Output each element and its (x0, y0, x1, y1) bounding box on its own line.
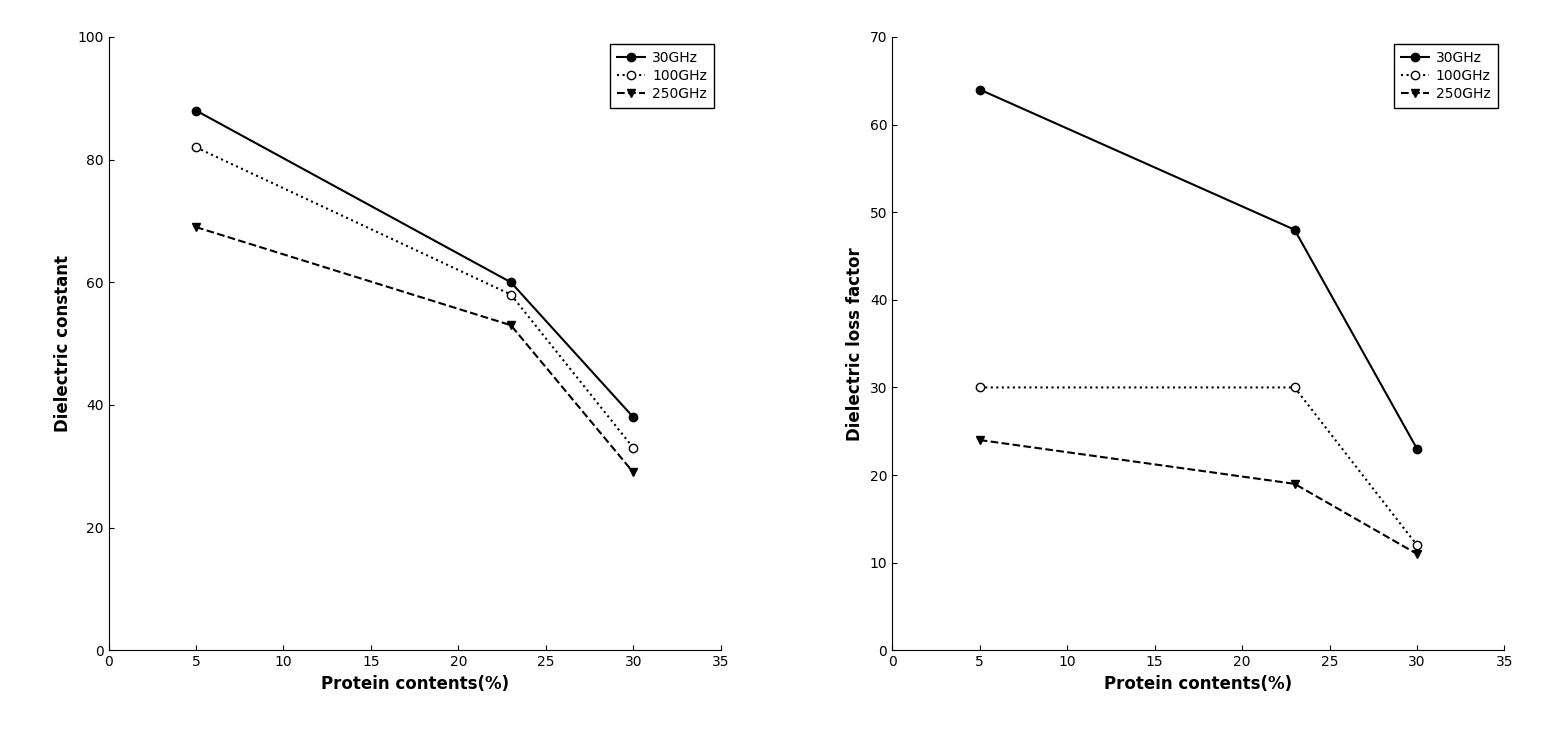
250GHz (624, 468, 642, 477)
100GHz (1408, 541, 1427, 550)
X-axis label: Protein contents(%): Protein contents(%) (321, 675, 509, 692)
Y-axis label: Dielectric loss factor: Dielectric loss factor (847, 247, 864, 440)
250GHz (1286, 480, 1304, 488)
Line: 250GHz: 250GHz (192, 223, 637, 477)
100GHz (1286, 383, 1304, 392)
100GHz (186, 143, 205, 151)
Line: 30GHz: 30GHz (976, 86, 1421, 453)
30GHz (1408, 444, 1427, 453)
250GHz (1408, 550, 1427, 559)
Line: 100GHz: 100GHz (976, 384, 1421, 549)
Line: 100GHz: 100GHz (192, 143, 637, 452)
30GHz (501, 278, 520, 287)
Legend: 30GHz, 100GHz, 250GHz: 30GHz, 100GHz, 250GHz (611, 44, 713, 108)
Legend: 30GHz, 100GHz, 250GHz: 30GHz, 100GHz, 250GHz (1394, 44, 1498, 108)
X-axis label: Protein contents(%): Protein contents(%) (1104, 675, 1292, 692)
100GHz (501, 290, 520, 299)
Y-axis label: Dielectric constant: Dielectric constant (54, 255, 71, 432)
30GHz (624, 413, 642, 422)
100GHz (624, 443, 642, 452)
30GHz (186, 106, 205, 115)
250GHz (186, 222, 205, 231)
30GHz (1286, 225, 1304, 234)
Line: 250GHz: 250GHz (976, 436, 1421, 558)
30GHz (971, 85, 990, 94)
100GHz (971, 383, 990, 392)
250GHz (971, 435, 990, 444)
Line: 30GHz: 30GHz (192, 106, 637, 421)
250GHz (501, 321, 520, 330)
